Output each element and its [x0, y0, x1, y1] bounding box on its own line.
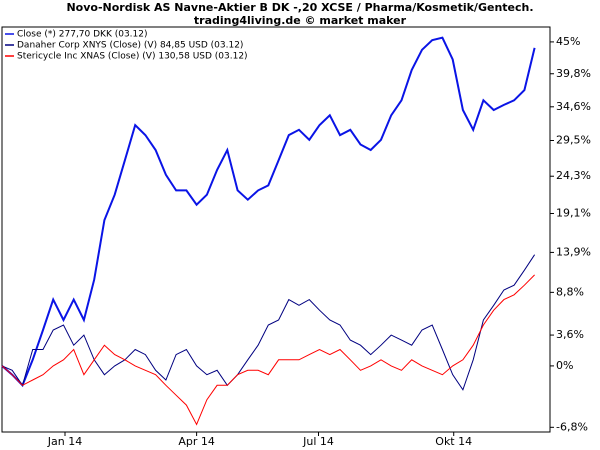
x-tick-label: Okt 14	[435, 435, 472, 448]
series-line	[1, 274, 535, 426]
y-tick-label: 8,8%	[556, 285, 584, 298]
chart-subtitle: trading4living.de © market maker	[194, 14, 407, 27]
y-tick-label: 3,6%	[556, 328, 584, 341]
plot-frame	[1, 26, 551, 433]
y-tick-label: 19,1%	[556, 206, 591, 219]
chart-title: Novo-Nordisk AS Navne-Aktier B DK -,20 X…	[66, 1, 533, 14]
y-tick-label: 0%	[556, 359, 573, 372]
y-tick-label: 13,9%	[556, 245, 591, 258]
legend-label: Close (*) 277,70 DKK (03.12)	[17, 30, 148, 40]
series-line	[1, 36, 536, 388]
y-tick-label: -6,8%	[556, 420, 588, 433]
y-tick-label: 39,8%	[556, 67, 591, 80]
legend-label: Stericycle Inc XNAS (Close) (V) 130,58 U…	[17, 52, 248, 62]
legend: Close (*) 277,70 DKK (03.12)Danaher Corp…	[5, 30, 248, 62]
y-tick-label: 24,3%	[556, 169, 591, 182]
x-tick-label: Jul 14	[302, 435, 334, 448]
y-tick-label: 29,5%	[556, 133, 591, 146]
legend-label: Danaher Corp XNYS (Close) (V) 84,85 USD …	[17, 41, 243, 51]
x-tick-label: Jan 14	[47, 435, 82, 448]
y-tick-label: 45%	[556, 35, 580, 48]
series-line	[1, 254, 536, 391]
x-tick-label: Apr 14	[178, 435, 215, 448]
y-tick-label: 34,6%	[556, 100, 591, 113]
